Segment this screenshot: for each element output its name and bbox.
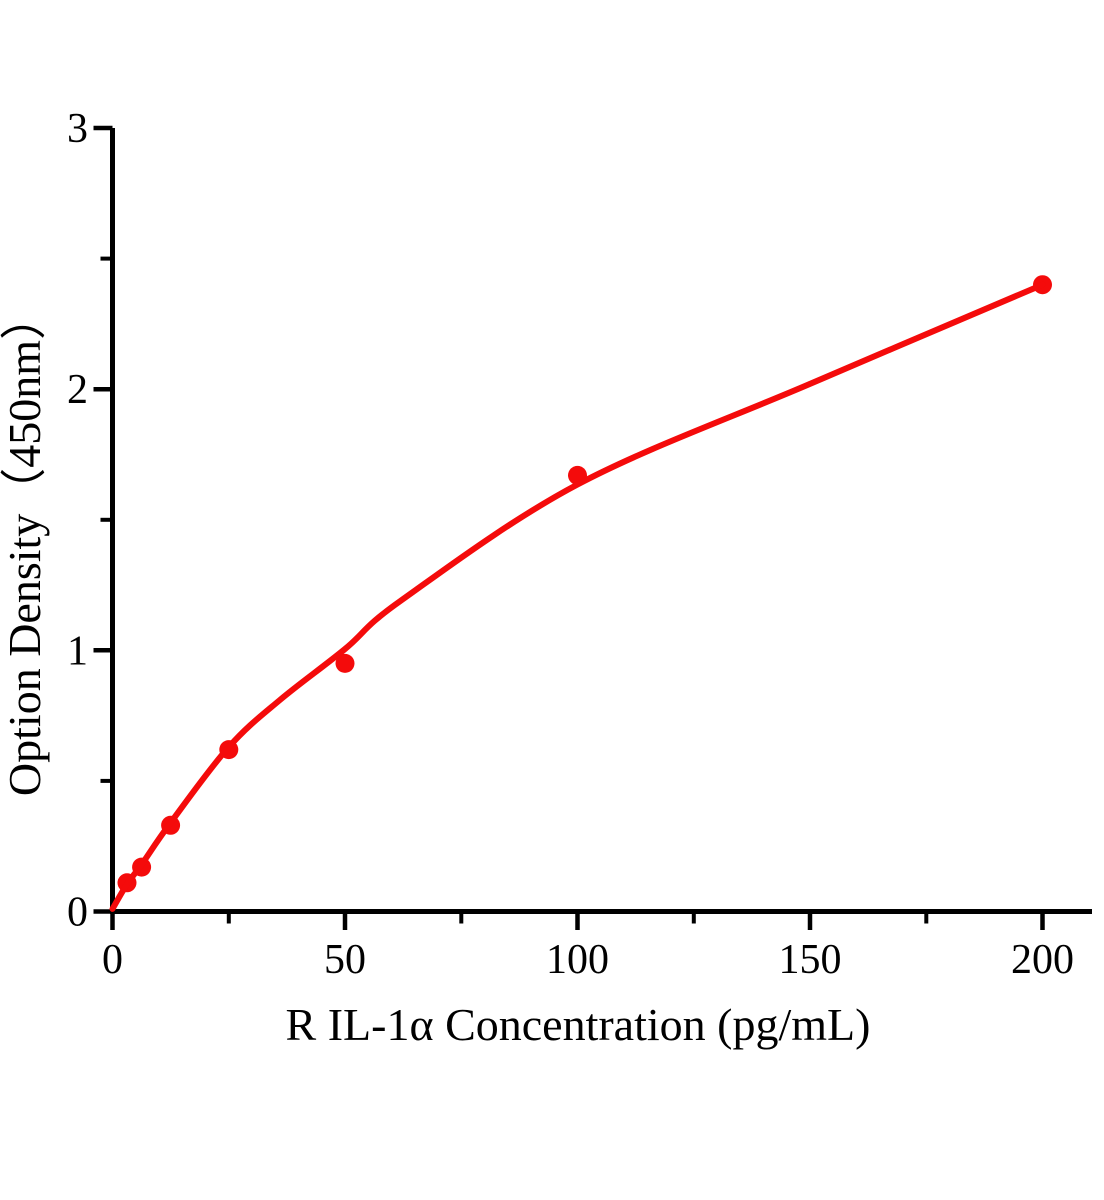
y-tick-label: 1 bbox=[67, 628, 88, 674]
y-tick-label: 2 bbox=[67, 367, 88, 413]
chart-series bbox=[109, 275, 1052, 912]
x-tick-label: 150 bbox=[779, 937, 842, 983]
x-axis-title: R IL-1α Concentration (pg/mL) bbox=[286, 999, 871, 1050]
y-tick-label: 0 bbox=[67, 890, 88, 936]
y-axis-title: Option Density（450nm） bbox=[0, 294, 50, 796]
x-tick-label: 100 bbox=[546, 937, 609, 983]
fit-curve bbox=[109, 281, 1046, 912]
axis-spines bbox=[110, 128, 1092, 914]
data-point bbox=[335, 653, 355, 673]
x-tick-label: 200 bbox=[1011, 937, 1074, 983]
axis-tick-labels: 0 50 100 150 200 0 1 2 3 bbox=[67, 106, 1074, 983]
axes bbox=[110, 128, 1092, 914]
y-tick-label: 3 bbox=[67, 106, 88, 152]
x-tick-label: 50 bbox=[324, 937, 366, 983]
x-tick-label: 0 bbox=[102, 937, 123, 983]
axis-ticks bbox=[93, 125, 1045, 930]
